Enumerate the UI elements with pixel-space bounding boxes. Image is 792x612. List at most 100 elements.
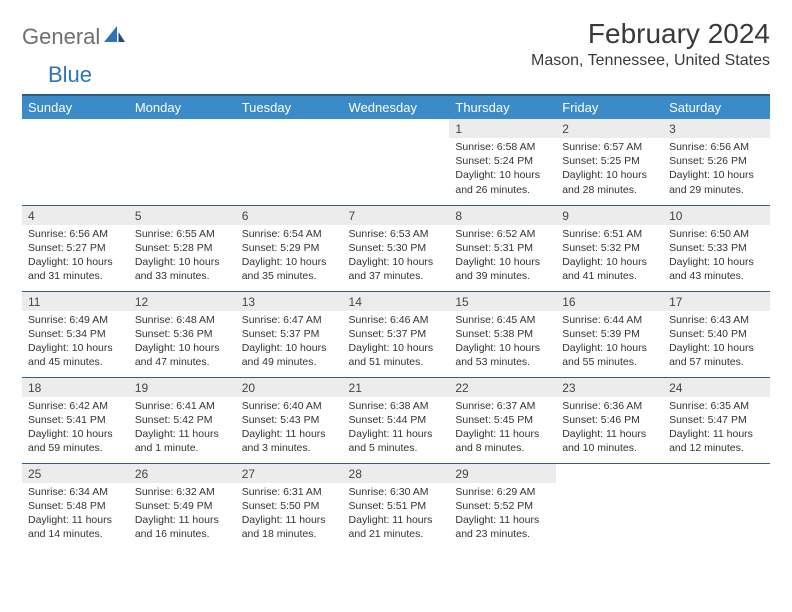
- sunrise-text: Sunrise: 6:29 AM: [455, 485, 550, 499]
- sunrise-text: Sunrise: 6:44 AM: [562, 313, 657, 327]
- daylight-text: Daylight: 11 hours and 18 minutes.: [242, 513, 337, 541]
- day-details: Sunrise: 6:55 AMSunset: 5:28 PMDaylight:…: [129, 225, 236, 288]
- sunset-text: Sunset: 5:44 PM: [349, 413, 444, 427]
- brand-logo: General: [22, 18, 128, 50]
- sunrise-text: Sunrise: 6:42 AM: [28, 399, 123, 413]
- day-number: 9: [556, 206, 663, 225]
- calendar-day-cell: 28Sunrise: 6:30 AMSunset: 5:51 PMDayligh…: [343, 463, 450, 549]
- day-number: 3: [663, 119, 770, 138]
- calendar-day-cell: 23Sunrise: 6:36 AMSunset: 5:46 PMDayligh…: [556, 377, 663, 463]
- day-number: 8: [449, 206, 556, 225]
- logo-sail-icon: [104, 25, 126, 48]
- calendar-day-cell: 13Sunrise: 6:47 AMSunset: 5:37 PMDayligh…: [236, 291, 343, 377]
- day-number: 6: [236, 206, 343, 225]
- sunrise-text: Sunrise: 6:37 AM: [455, 399, 550, 413]
- calendar-week-row: 25Sunrise: 6:34 AMSunset: 5:48 PMDayligh…: [22, 463, 770, 549]
- sunset-text: Sunset: 5:37 PM: [242, 327, 337, 341]
- day-number: 18: [22, 378, 129, 397]
- sunset-text: Sunset: 5:31 PM: [455, 241, 550, 255]
- daylight-text: Daylight: 11 hours and 5 minutes.: [349, 427, 444, 455]
- daylight-text: Daylight: 10 hours and 45 minutes.: [28, 341, 123, 369]
- daylight-text: Daylight: 11 hours and 3 minutes.: [242, 427, 337, 455]
- day-number: 23: [556, 378, 663, 397]
- sunset-text: Sunset: 5:30 PM: [349, 241, 444, 255]
- calendar-week-row: 18Sunrise: 6:42 AMSunset: 5:41 PMDayligh…: [22, 377, 770, 463]
- weekday-header: Saturday: [663, 95, 770, 119]
- day-number: 16: [556, 292, 663, 311]
- sunset-text: Sunset: 5:52 PM: [455, 499, 550, 513]
- calendar-day-cell: 8Sunrise: 6:52 AMSunset: 5:31 PMDaylight…: [449, 205, 556, 291]
- sunrise-text: Sunrise: 6:57 AM: [562, 140, 657, 154]
- day-number: 2: [556, 119, 663, 138]
- day-number: 20: [236, 378, 343, 397]
- sunset-text: Sunset: 5:45 PM: [455, 413, 550, 427]
- day-details: Sunrise: 6:41 AMSunset: 5:42 PMDaylight:…: [129, 397, 236, 460]
- weekday-header: Wednesday: [343, 95, 450, 119]
- day-number: 10: [663, 206, 770, 225]
- sunrise-text: Sunrise: 6:30 AM: [349, 485, 444, 499]
- daylight-text: Daylight: 10 hours and 57 minutes.: [669, 341, 764, 369]
- sunrise-text: Sunrise: 6:40 AM: [242, 399, 337, 413]
- calendar-day-cell: 9Sunrise: 6:51 AMSunset: 5:32 PMDaylight…: [556, 205, 663, 291]
- day-number: 25: [22, 464, 129, 483]
- day-details: Sunrise: 6:45 AMSunset: 5:38 PMDaylight:…: [449, 311, 556, 374]
- day-number: 5: [129, 206, 236, 225]
- sunrise-text: Sunrise: 6:38 AM: [349, 399, 444, 413]
- sunset-text: Sunset: 5:47 PM: [669, 413, 764, 427]
- sunset-text: Sunset: 5:49 PM: [135, 499, 230, 513]
- daylight-text: Daylight: 11 hours and 12 minutes.: [669, 427, 764, 455]
- daylight-text: Daylight: 10 hours and 55 minutes.: [562, 341, 657, 369]
- day-details: Sunrise: 6:29 AMSunset: 5:52 PMDaylight:…: [449, 483, 556, 546]
- sunset-text: Sunset: 5:42 PM: [135, 413, 230, 427]
- calendar-day-cell: 27Sunrise: 6:31 AMSunset: 5:50 PMDayligh…: [236, 463, 343, 549]
- day-details: Sunrise: 6:34 AMSunset: 5:48 PMDaylight:…: [22, 483, 129, 546]
- sunset-text: Sunset: 5:46 PM: [562, 413, 657, 427]
- day-details: Sunrise: 6:46 AMSunset: 5:37 PMDaylight:…: [343, 311, 450, 374]
- day-number: 22: [449, 378, 556, 397]
- calendar-day-cell: 22Sunrise: 6:37 AMSunset: 5:45 PMDayligh…: [449, 377, 556, 463]
- calendar-day-cell: 2Sunrise: 6:57 AMSunset: 5:25 PMDaylight…: [556, 119, 663, 205]
- sunrise-text: Sunrise: 6:56 AM: [28, 227, 123, 241]
- sunrise-text: Sunrise: 6:45 AM: [455, 313, 550, 327]
- sunset-text: Sunset: 5:29 PM: [242, 241, 337, 255]
- day-details: Sunrise: 6:49 AMSunset: 5:34 PMDaylight:…: [22, 311, 129, 374]
- daylight-text: Daylight: 10 hours and 43 minutes.: [669, 255, 764, 283]
- sunrise-text: Sunrise: 6:49 AM: [28, 313, 123, 327]
- calendar-day-cell: 12Sunrise: 6:48 AMSunset: 5:36 PMDayligh…: [129, 291, 236, 377]
- sunrise-text: Sunrise: 6:47 AM: [242, 313, 337, 327]
- sunrise-text: Sunrise: 6:56 AM: [669, 140, 764, 154]
- location-subtitle: Mason, Tennessee, United States: [531, 52, 770, 70]
- sunrise-text: Sunrise: 6:48 AM: [135, 313, 230, 327]
- daylight-text: Daylight: 10 hours and 31 minutes.: [28, 255, 123, 283]
- sunrise-text: Sunrise: 6:43 AM: [669, 313, 764, 327]
- calendar-empty-cell: [663, 463, 770, 549]
- sunset-text: Sunset: 5:26 PM: [669, 154, 764, 168]
- daylight-text: Daylight: 10 hours and 49 minutes.: [242, 341, 337, 369]
- calendar-body: 1Sunrise: 6:58 AMSunset: 5:24 PMDaylight…: [22, 119, 770, 549]
- calendar-header-row: SundayMondayTuesdayWednesdayThursdayFrid…: [22, 95, 770, 119]
- sunset-text: Sunset: 5:25 PM: [562, 154, 657, 168]
- daylight-text: Daylight: 10 hours and 33 minutes.: [135, 255, 230, 283]
- day-details: Sunrise: 6:42 AMSunset: 5:41 PMDaylight:…: [22, 397, 129, 460]
- day-number: 21: [343, 378, 450, 397]
- sunrise-text: Sunrise: 6:46 AM: [349, 313, 444, 327]
- calendar-page: General February 2024 Mason, Tennessee, …: [0, 0, 792, 549]
- month-title: February 2024: [531, 18, 770, 50]
- sunset-text: Sunset: 5:38 PM: [455, 327, 550, 341]
- calendar-empty-cell: [556, 463, 663, 549]
- day-details: Sunrise: 6:47 AMSunset: 5:37 PMDaylight:…: [236, 311, 343, 374]
- calendar-empty-cell: [236, 119, 343, 205]
- day-details: Sunrise: 6:38 AMSunset: 5:44 PMDaylight:…: [343, 397, 450, 460]
- sunrise-text: Sunrise: 6:55 AM: [135, 227, 230, 241]
- sunrise-text: Sunrise: 6:58 AM: [455, 140, 550, 154]
- weekday-header: Tuesday: [236, 95, 343, 119]
- day-number: 29: [449, 464, 556, 483]
- calendar-day-cell: 19Sunrise: 6:41 AMSunset: 5:42 PMDayligh…: [129, 377, 236, 463]
- day-details: Sunrise: 6:50 AMSunset: 5:33 PMDaylight:…: [663, 225, 770, 288]
- calendar-day-cell: 24Sunrise: 6:35 AMSunset: 5:47 PMDayligh…: [663, 377, 770, 463]
- calendar-day-cell: 15Sunrise: 6:45 AMSunset: 5:38 PMDayligh…: [449, 291, 556, 377]
- sunset-text: Sunset: 5:36 PM: [135, 327, 230, 341]
- calendar-day-cell: 11Sunrise: 6:49 AMSunset: 5:34 PMDayligh…: [22, 291, 129, 377]
- day-number: 19: [129, 378, 236, 397]
- daylight-text: Daylight: 10 hours and 51 minutes.: [349, 341, 444, 369]
